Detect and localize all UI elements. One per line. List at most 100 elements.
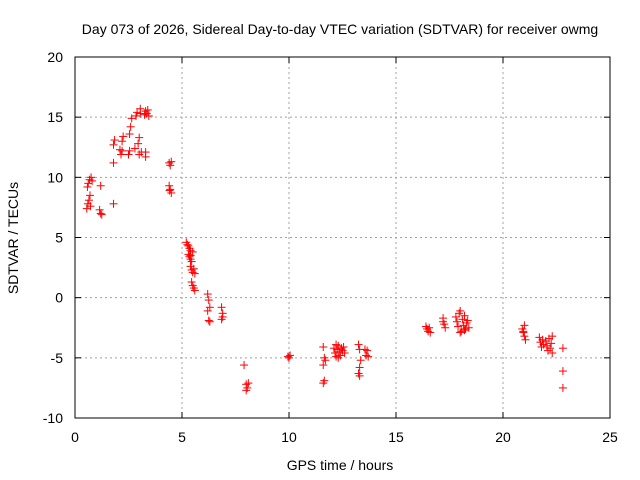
data-point — [335, 347, 344, 356]
data-point — [460, 311, 469, 320]
data-point — [364, 352, 373, 361]
data-point — [187, 278, 196, 287]
data-point — [283, 352, 292, 361]
axis-ticks — [74, 56, 611, 419]
y-axis-label: SDTVAR / TECUs — [5, 182, 21, 294]
data-point — [240, 361, 249, 370]
data-point — [86, 202, 95, 211]
data-point — [334, 353, 343, 362]
y-tick-label: 20 — [47, 49, 63, 65]
data-point — [319, 379, 328, 388]
y-tick-labels: -10 -5 0 5 10 15 20 — [43, 49, 63, 426]
data-point — [83, 182, 92, 191]
data-point — [166, 161, 175, 170]
data-point — [183, 240, 192, 249]
data-point — [85, 191, 94, 200]
data-point — [441, 323, 450, 332]
data-point — [439, 317, 448, 326]
data-point — [546, 344, 555, 353]
data-point — [190, 286, 199, 295]
data-point — [141, 152, 150, 161]
data-point — [188, 247, 197, 256]
data-point — [548, 349, 557, 358]
data-point — [204, 316, 213, 325]
data-point — [356, 356, 365, 365]
data-point — [190, 269, 199, 278]
data-point — [424, 327, 433, 336]
data-point — [131, 111, 140, 120]
data-point — [331, 349, 340, 358]
data-point — [520, 321, 529, 330]
data-point — [464, 323, 473, 332]
data-point — [339, 343, 348, 352]
y-tick-label: -10 — [43, 410, 63, 426]
data-point — [189, 264, 198, 273]
data-point — [188, 268, 197, 277]
data-point — [458, 315, 467, 324]
data-point — [110, 136, 119, 145]
data-point — [340, 349, 349, 358]
data-point — [451, 312, 460, 321]
data-point — [115, 145, 124, 154]
y-tick-label: 10 — [47, 169, 63, 185]
x-tick-label: 25 — [602, 429, 618, 445]
x-tick-label: 0 — [71, 429, 79, 445]
data-points — [82, 104, 567, 395]
x-tick-label: 5 — [178, 429, 186, 445]
data-point — [319, 361, 328, 370]
data-point — [547, 339, 556, 348]
data-point — [244, 379, 253, 388]
data-point — [165, 186, 174, 195]
data-point — [456, 328, 465, 337]
data-point — [186, 251, 195, 260]
data-point — [95, 205, 104, 214]
data-point — [130, 144, 139, 153]
x-tick-label: 20 — [495, 429, 511, 445]
data-point — [319, 343, 328, 352]
data-point — [362, 351, 371, 360]
data-point — [118, 146, 127, 155]
data-point — [463, 316, 472, 325]
data-point — [133, 108, 142, 117]
data-point — [166, 185, 175, 194]
data-point — [461, 324, 470, 333]
data-point — [548, 332, 557, 341]
data-point — [204, 296, 213, 305]
data-point — [134, 139, 143, 148]
data-point — [355, 363, 364, 372]
data-point — [321, 356, 330, 365]
data-point — [140, 110, 149, 119]
x-tick-labels: 0 5 10 15 20 25 — [71, 429, 618, 445]
data-point — [118, 137, 127, 146]
data-point — [355, 371, 364, 380]
data-point — [87, 173, 96, 182]
data-point — [117, 150, 126, 159]
data-point — [242, 386, 251, 395]
y-tick-label: -5 — [51, 350, 64, 366]
data-point — [425, 323, 434, 332]
data-point — [97, 210, 106, 219]
data-point — [84, 196, 93, 205]
data-point — [457, 327, 466, 336]
data-point — [519, 327, 528, 336]
data-point — [460, 326, 469, 335]
data-point — [360, 345, 369, 354]
data-point — [143, 105, 152, 114]
data-point — [332, 340, 341, 349]
x-tick-label: 10 — [281, 429, 297, 445]
data-point — [520, 332, 529, 341]
data-point — [135, 133, 144, 142]
data-point — [127, 114, 136, 123]
x-axis-label: GPS time / hours — [287, 457, 394, 473]
x-tick-label: 15 — [388, 429, 404, 445]
data-point — [286, 351, 295, 360]
y-tick-label: 5 — [55, 230, 63, 246]
data-point — [124, 150, 133, 159]
data-point — [456, 306, 465, 315]
data-point — [109, 199, 118, 208]
data-point — [109, 158, 118, 167]
data-point — [125, 130, 134, 139]
data-point — [125, 146, 134, 155]
